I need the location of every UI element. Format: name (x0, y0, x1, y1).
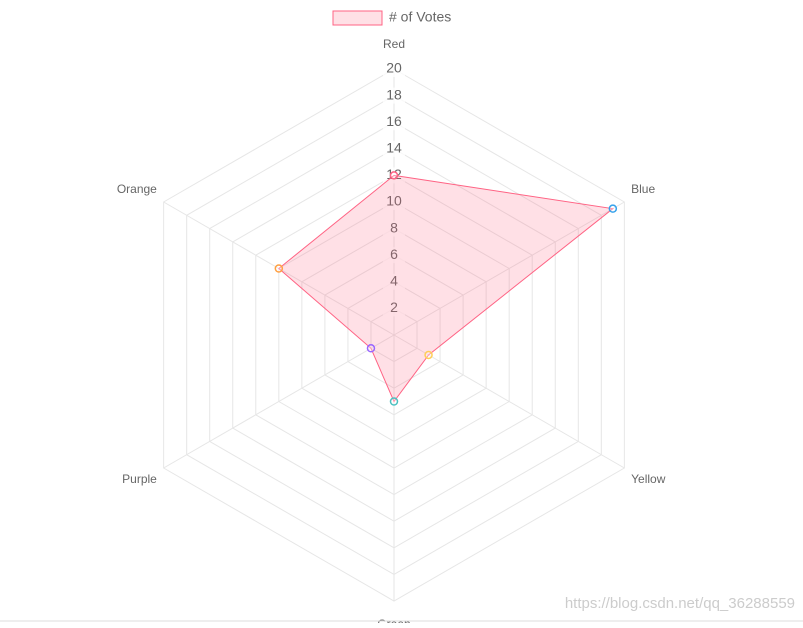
data-point (424, 350, 433, 360)
data-point (366, 344, 376, 353)
axis-label: Red (383, 37, 405, 51)
spoke (393, 201, 625, 336)
axis-label: Yellow (631, 472, 666, 486)
tick-backdrop (383, 140, 405, 157)
r-tick-label: 16 (386, 113, 402, 129)
r-tick-label: 14 (386, 140, 402, 156)
r-tick-label: 4 (390, 273, 398, 289)
legend-swatch (332, 10, 383, 26)
data-point (608, 204, 618, 213)
tick-backdrop (383, 61, 405, 77)
data-point (274, 264, 284, 273)
r-tick-label: 20 (386, 60, 402, 76)
axis-label: Blue (631, 182, 655, 196)
spoke (163, 334, 395, 469)
axis-label: Purple (122, 472, 157, 486)
r-tick-label: 18 (386, 86, 402, 102)
tick-backdrop (383, 220, 405, 237)
tick-backdrop (383, 87, 405, 104)
r-tick-label: 8 (390, 219, 398, 235)
tick-backdrop (383, 300, 405, 317)
axis-label: Orange (117, 182, 157, 196)
legend-label: # of Votes (389, 9, 451, 25)
data-point (389, 397, 399, 406)
tick-backdrop (383, 247, 405, 264)
axis-label: Green (377, 617, 410, 623)
r-tick-label: 2 (390, 299, 398, 315)
r-tick-label: 6 (390, 246, 398, 262)
data-point (389, 171, 399, 180)
r-tick-label: 10 (386, 193, 402, 209)
tick-backdrop (383, 273, 405, 290)
tick-backdrop (383, 114, 405, 131)
data-area (278, 174, 615, 403)
spoke (393, 334, 625, 469)
tick-backdrop (383, 194, 405, 210)
watermark: https://blog.csdn.net/qq_36288559 (565, 595, 795, 612)
